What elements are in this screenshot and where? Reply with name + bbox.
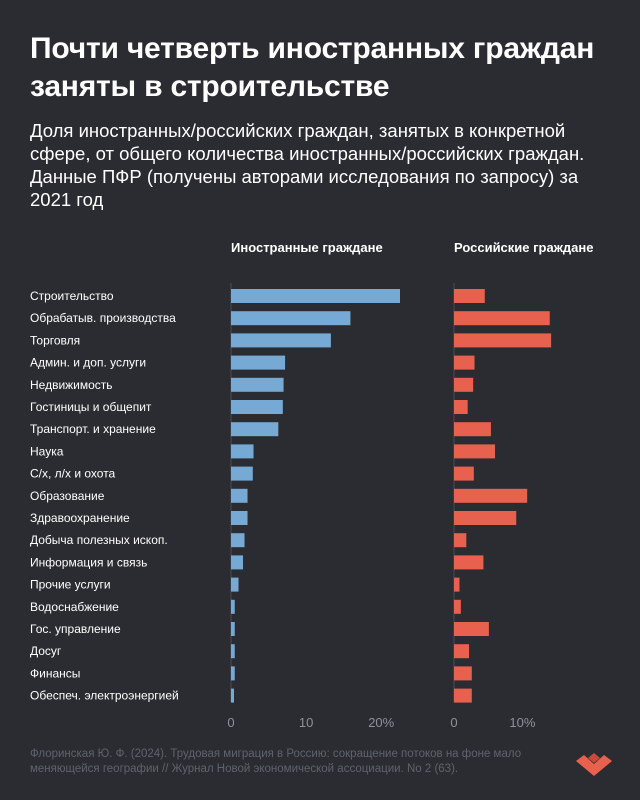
bar <box>454 511 517 525</box>
bar <box>231 555 244 570</box>
chart-subtitle: Доля иностранных/российских граждан, зан… <box>30 120 585 210</box>
category-label: Админ. и доп. услуги <box>30 356 146 370</box>
bar <box>454 488 528 503</box>
category-label: Информация и связь <box>30 555 147 569</box>
category-label: Обрабатыв. производства <box>30 311 176 325</box>
category-label: Наука <box>30 444 64 458</box>
category-label: Гос. управление <box>30 622 121 636</box>
source-footnote: Флоринская Ю. Ф. (2024). Трудовая миграц… <box>30 748 522 775</box>
bar <box>231 533 245 548</box>
bar <box>231 333 331 348</box>
category-label: Гостиницы и общепит <box>30 400 152 414</box>
bar <box>454 444 496 459</box>
category-label: Прочие услуги <box>30 578 111 592</box>
bar <box>454 666 472 681</box>
category-label: Финансы <box>30 666 80 680</box>
bar <box>231 444 254 459</box>
tick-label: 20% <box>368 715 394 730</box>
bar <box>231 311 351 326</box>
bar <box>231 599 235 614</box>
double-chevron-logo-icon <box>576 753 612 776</box>
tick-label: 0 <box>227 715 234 730</box>
bar <box>454 333 552 348</box>
bar <box>454 622 489 636</box>
bar <box>231 644 235 659</box>
category-label: Торговля <box>30 333 80 347</box>
tick-label: 0 <box>450 715 457 730</box>
bar <box>454 311 550 326</box>
bar <box>454 377 474 392</box>
bar <box>231 622 235 636</box>
bar <box>454 599 461 614</box>
category-label: С/х, л/х и охота <box>30 467 116 481</box>
category-label: Недвижимость <box>30 378 113 392</box>
category-label: Строительство <box>30 289 114 303</box>
bar <box>454 688 472 703</box>
bar <box>231 289 400 303</box>
category-label: Досуг <box>30 644 62 658</box>
logo-chevron-right <box>594 755 612 776</box>
bar <box>454 466 474 481</box>
bar <box>231 688 235 703</box>
category-label: Здравоохранение <box>30 511 130 525</box>
category-label: Транспорт. и хранение <box>30 422 156 436</box>
bar <box>231 666 235 681</box>
series-title: Российские граждане <box>454 240 594 255</box>
bar <box>231 511 248 525</box>
bar <box>454 355 475 370</box>
bar-chart: Строительство Обрабатыв. производства Торг… <box>30 240 594 730</box>
tick-label: 10% <box>509 715 535 730</box>
category-label: Добыча полезных ископ. <box>30 533 168 547</box>
bar <box>454 644 470 659</box>
category-label: Образование <box>30 489 105 503</box>
bar <box>231 400 283 414</box>
bar <box>231 355 286 370</box>
chart-title: Почти четверть иностранных граждан занят… <box>30 32 595 103</box>
logo-chevron-top <box>588 753 600 763</box>
bar <box>231 466 253 481</box>
tick-label: 10 <box>299 715 313 730</box>
bar <box>454 289 485 303</box>
category-label: Обеспеч. электроэнергией <box>30 689 179 703</box>
bar <box>231 488 248 503</box>
bar <box>231 422 279 437</box>
bar <box>454 400 468 414</box>
bar <box>231 377 284 392</box>
logo-chevron-left <box>576 755 594 776</box>
series-title: Иностранные граждане <box>231 240 383 255</box>
bar <box>454 422 491 437</box>
bar <box>454 577 460 592</box>
bar <box>454 533 467 548</box>
category-label: Водоснабжение <box>30 600 119 614</box>
bar <box>454 555 484 570</box>
bar <box>231 577 239 592</box>
